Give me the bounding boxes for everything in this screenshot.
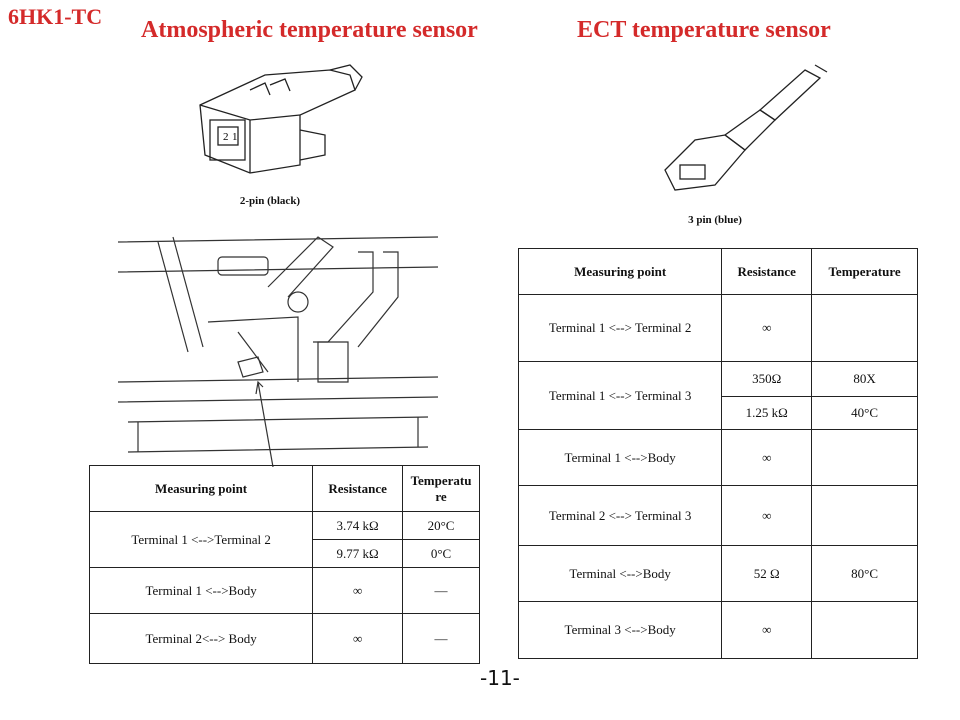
resistance-cell: 3.74 kΩ [312, 511, 404, 540]
table-row: Terminal 3 <-->Body ∞ [517, 601, 918, 659]
temperature-cell: — [402, 567, 480, 614]
table-row: Terminal 2<--> Body ∞ — [88, 613, 480, 664]
resistance-cell: ∞ [721, 485, 813, 546]
header-temperature: Temperatu re [402, 465, 480, 512]
temperature-cell: — [402, 613, 480, 664]
pin-label-2: 2 [223, 131, 229, 143]
measuring-point-cell: Terminal 1 <--> Terminal 3 [517, 361, 723, 430]
temperature-cell: 0°C [402, 539, 480, 568]
header-resistance: Resistance [721, 248, 813, 295]
table-row: Terminal 1 <-->Terminal 2 3.74 kΩ 20°C [88, 511, 480, 568]
right-connector-caption: 3 pin (blue) [688, 214, 742, 226]
temperature-cell: 20°C [402, 511, 480, 540]
measuring-point-cell: Terminal 3 <-->Body [517, 601, 723, 659]
header-resistance: Resistance [312, 465, 404, 512]
resistance-cell: ∞ [721, 601, 813, 659]
resistance-cell: 52 Ω [721, 545, 813, 602]
table-row: Terminal 1 <-->Body ∞ — [88, 567, 480, 614]
header-temperature: Temperature [811, 248, 918, 295]
atmospheric-sensor-connector-drawing: 2 1 [199, 64, 363, 174]
temperature-cell [811, 294, 918, 362]
table-row: Terminal 1 <-->Body ∞ [517, 429, 918, 486]
header-measuring-point: Measuring point [517, 248, 723, 295]
engine-location-diagram [118, 236, 439, 467]
table-header-row: Measuring point Resistance Temperatu re [88, 465, 480, 512]
left-connector-caption: 2-pin (black) [239, 195, 301, 207]
resistance-cell: ∞ [312, 567, 404, 614]
measuring-point-cell: Terminal 1 <--> Terminal 2 [517, 294, 723, 362]
atmospheric-sensor-title: Atmospheric temperature sensor [141, 17, 478, 43]
resistance-cell: 1.25 kΩ [721, 396, 813, 430]
table-header-row: Measuring point Resistance Temperature [517, 248, 918, 295]
temperature-cell [811, 429, 918, 486]
ect-sensor-title: ECT temperature sensor [577, 17, 831, 43]
temperature-cell [811, 601, 918, 659]
measuring-point-cell: Terminal 1 <-->Terminal 2 [88, 511, 314, 568]
resistance-cell: ∞ [721, 294, 813, 362]
table-row: Terminal 1 <--> Terminal 2 ∞ [517, 294, 918, 362]
model-label: 6HK1-TC [8, 4, 103, 29]
resistance-cell: 9.77 kΩ [312, 539, 404, 568]
resistance-cell: ∞ [312, 613, 404, 664]
temperature-cell [811, 485, 918, 546]
resistance-cell: ∞ [721, 429, 813, 486]
table-row: Terminal 1 <--> Terminal 3 350Ω 80X [517, 361, 918, 430]
measuring-point-cell: Terminal 2 <--> Terminal 3 [517, 485, 723, 546]
table-row: 9.77 kΩ 0°C [90, 539, 480, 568]
resistance-cell: 350Ω [721, 361, 813, 397]
temperature-cell: 40°C [811, 396, 918, 430]
header-measuring-point: Measuring point [88, 465, 314, 512]
ect-sensor-table: Measuring point Resistance Temperature T… [517, 248, 918, 659]
table-row: Terminal 2 <--> Terminal 3 ∞ [517, 485, 918, 546]
table-row: 1.25 kΩ 40°C [519, 396, 918, 430]
measuring-point-cell: Terminal 2<--> Body [88, 613, 314, 664]
measuring-point-cell: Terminal 1 <-->Body [517, 429, 723, 486]
ect-sensor-drawing [664, 64, 828, 191]
temperature-cell: 80X [811, 361, 918, 397]
page-number: -11- [480, 666, 520, 690]
atmospheric-sensor-table: Measuring point Resistance Temperatu re … [88, 465, 480, 664]
temperature-cell: 80°C [811, 545, 918, 602]
pin-label-1: 1 [232, 131, 238, 143]
measuring-point-cell: Terminal 1 <-->Body [88, 567, 314, 614]
measuring-point-cell: Terminal <-->Body [517, 545, 723, 602]
table-row: Terminal <-->Body 52 Ω 80°C [517, 545, 918, 602]
